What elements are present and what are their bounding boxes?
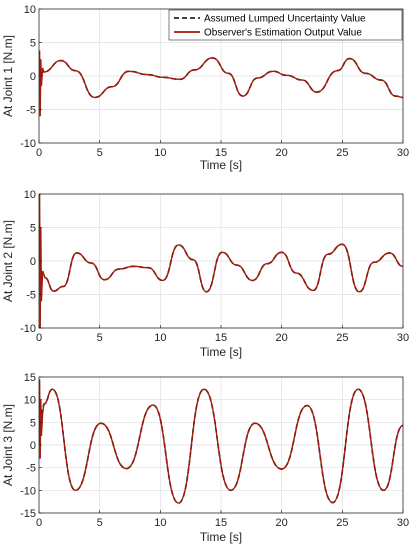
x-tick-label: 0 bbox=[36, 332, 42, 344]
x-tick-label: 20 bbox=[276, 517, 288, 529]
subplot-joint-3: 0 5 10 15 20 25 30 15 10 5 0 -5 -10 -15 Time [s] At J… bbox=[1, 372, 409, 544]
y-axis-label-joint-1: At Joint 1 [N.m] bbox=[1, 35, 15, 117]
series-observer-line bbox=[39, 50, 403, 117]
y-tick-label: -15 bbox=[20, 508, 36, 520]
x-axis-label-joint-2: Time [s] bbox=[200, 345, 242, 359]
series-observer-line bbox=[39, 379, 403, 504]
legend-observer-label: Observer's Estimation Output Value bbox=[204, 28, 362, 39]
y-axis-label-joint-3: At Joint 3 [N.m] bbox=[1, 404, 15, 486]
x-tick-label: 25 bbox=[336, 332, 348, 344]
series-observer-line bbox=[39, 194, 403, 328]
y-tick-label: -10 bbox=[20, 138, 36, 150]
y-tick-label: 5 bbox=[30, 417, 36, 429]
x-tick-label: 15 bbox=[215, 517, 227, 529]
x-axis-label-joint-1: Time [s] bbox=[200, 158, 242, 172]
y-tick-label: 5 bbox=[30, 223, 36, 235]
x-tick-label: 0 bbox=[36, 517, 42, 529]
x-tick-label: 10 bbox=[154, 517, 166, 529]
x-tick-label: 0 bbox=[36, 147, 42, 159]
x-tick-label: 30 bbox=[397, 332, 409, 344]
x-tick-label: 5 bbox=[97, 332, 103, 344]
x-axis-label-joint-3: Time [s] bbox=[200, 530, 242, 544]
x-tick-label: 20 bbox=[276, 332, 288, 344]
y-tick-label: 0 bbox=[30, 256, 36, 268]
subplot-joint-2: 0 5 10 15 20 25 30 10 5 0 -5 -10 Time [s] At Joint … bbox=[1, 189, 409, 359]
x-tick-label: 20 bbox=[276, 147, 288, 159]
y-tick-label: -10 bbox=[20, 323, 36, 335]
y-tick-label: 0 bbox=[30, 440, 36, 452]
y-tick-label: 10 bbox=[24, 189, 36, 201]
x-tick-label: 15 bbox=[215, 332, 227, 344]
x-tick-label: 10 bbox=[154, 332, 166, 344]
subplot-joint-1: 0 5 10 15 20 25 30 10 5 0 -5 -10 Time [s] At Joint … bbox=[1, 4, 409, 172]
y-axis-label-joint-2: At Joint 2 [N.m] bbox=[1, 220, 15, 302]
x-tick-label: 30 bbox=[397, 517, 409, 529]
y-tick-label: 10 bbox=[24, 4, 36, 16]
legend: Assumed Lumped Uncertainty Value Observe… bbox=[168, 9, 403, 41]
y-tick-label: 10 bbox=[24, 395, 36, 407]
y-tick-label: -10 bbox=[20, 485, 36, 497]
x-tick-label: 5 bbox=[97, 517, 103, 529]
x-tick-label: 10 bbox=[154, 147, 166, 159]
legend-assumed-label: Assumed Lumped Uncertainty Value bbox=[204, 14, 366, 25]
x-tick-label: 30 bbox=[397, 147, 409, 159]
y-tick-label: 0 bbox=[30, 71, 36, 83]
x-tick-label: 25 bbox=[336, 147, 348, 159]
legend-box bbox=[168, 9, 403, 41]
x-tick-label: 5 bbox=[97, 147, 103, 159]
y-tick-label: 15 bbox=[24, 372, 36, 384]
y-tick-label: 5 bbox=[30, 38, 36, 50]
x-tick-label: 25 bbox=[336, 517, 348, 529]
y-tick-label: -5 bbox=[26, 463, 36, 475]
x-tick-label: 15 bbox=[215, 147, 227, 159]
y-tick-label: -5 bbox=[26, 105, 36, 117]
y-tick-label: -5 bbox=[26, 290, 36, 302]
